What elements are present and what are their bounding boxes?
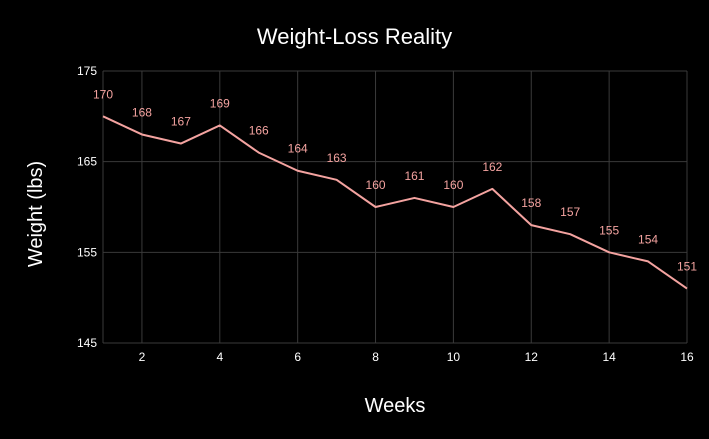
data-label: 151 [677,260,697,274]
x-tick-label: 2 [139,350,146,364]
data-label: 170 [93,87,113,101]
data-label: 157 [560,205,580,219]
y-tick-label: 145 [77,336,97,350]
data-label: 160 [366,178,386,192]
x-tick-label: 16 [680,350,694,364]
y-tick-label: 165 [77,155,97,169]
grid [102,70,688,344]
data-label: 168 [132,105,152,119]
y-tick-label: 155 [77,245,97,259]
y-axis-title: Weight (lbs) [25,161,47,267]
data-label: 167 [171,115,191,129]
data-label: 163 [327,151,347,165]
series-line [102,115,688,290]
x-tick-label: 8 [372,350,379,364]
chart-title: Weight-Loss Reality [257,24,452,49]
x-axis-title: Weeks [365,395,426,417]
data-label: 155 [599,223,619,237]
data-label: 166 [249,124,269,138]
data-label: 164 [288,142,308,156]
data-label: 162 [482,160,502,174]
x-tick-label: 10 [447,350,461,364]
data-labels: 170 168 167 169 166 164 163 160 161 160 162 158 157 1… [93,87,697,273]
x-tick-label: 12 [525,350,539,364]
data-label: 169 [210,96,230,110]
y-axis-ticks: 145 155 165 175 [77,64,97,350]
data-label: 158 [521,196,541,210]
y-tick-label: 175 [77,64,97,78]
data-label: 160 [443,178,463,192]
x-tick-label: 14 [602,350,616,364]
data-label: 161 [404,169,424,183]
x-tick-label: 4 [216,350,223,364]
x-axis-ticks: 2 4 6 8 10 12 14 16 [139,350,694,364]
data-label: 154 [638,232,658,246]
x-tick-label: 6 [294,350,301,364]
